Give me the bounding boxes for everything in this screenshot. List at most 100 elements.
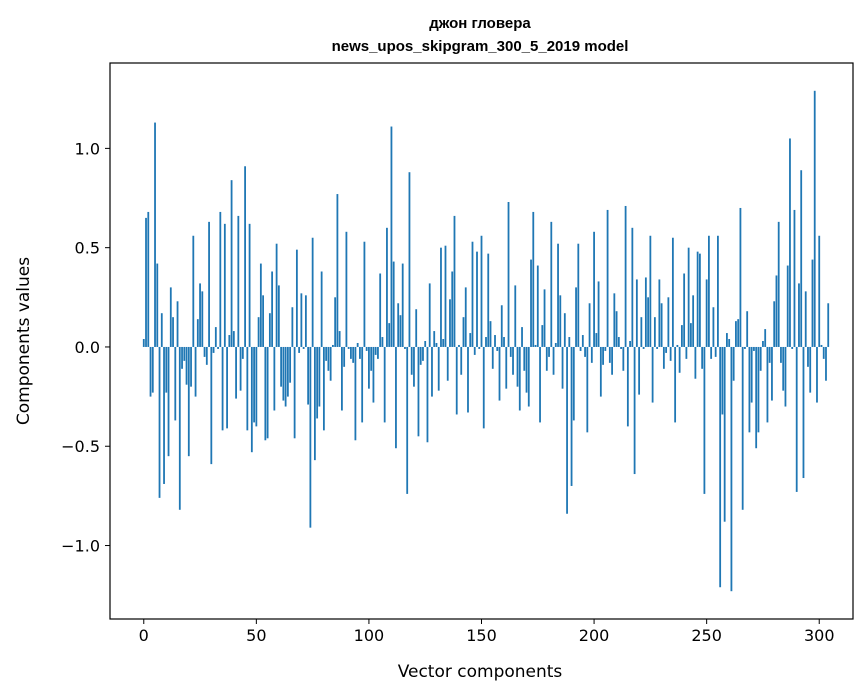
bar-226 — [651, 346, 654, 403]
bars-layer — [142, 90, 830, 592]
bar-223 — [644, 277, 647, 347]
bar-73 — [307, 346, 310, 405]
bar-160 — [503, 337, 505, 347]
bar-169 — [523, 346, 526, 371]
bar-240 — [683, 273, 686, 347]
bar-217 — [631, 227, 634, 347]
bar-34 — [219, 211, 222, 347]
bar-303 — [825, 346, 827, 381]
bar-202 — [597, 281, 600, 347]
bar-63 — [284, 346, 287, 407]
bar-146 — [471, 241, 474, 347]
bar-175 — [536, 265, 539, 347]
bar-27 — [203, 346, 206, 357]
bar-143 — [464, 287, 467, 347]
bar-283 — [780, 346, 782, 363]
bar-179 — [545, 346, 548, 371]
bar-42 — [237, 215, 240, 347]
x-tick-label: 250 — [691, 626, 722, 645]
bar-214 — [624, 205, 627, 347]
bar-176 — [539, 346, 541, 423]
bar-304 — [827, 303, 830, 347]
bar-13 — [172, 317, 174, 347]
bar-284 — [782, 346, 785, 391]
bar-210 — [615, 311, 618, 347]
bar-57 — [271, 271, 274, 347]
bar-153 — [487, 253, 490, 347]
bar-87 — [338, 331, 341, 347]
bar-2 — [147, 211, 150, 347]
bar-172 — [530, 259, 532, 347]
bar-161 — [505, 346, 508, 389]
bar-98 — [363, 241, 366, 347]
bar-65 — [289, 346, 292, 383]
bar-144 — [467, 346, 469, 413]
bar-213 — [622, 346, 625, 371]
x-axis-ticks: 0 50 100 150 200 250 300 — [139, 619, 835, 645]
bar-90 — [345, 231, 348, 347]
bar-232 — [665, 346, 668, 353]
bar-91 — [347, 346, 350, 349]
bar-249 — [703, 346, 706, 494]
bar-211 — [617, 337, 620, 347]
bar-265 — [739, 207, 742, 347]
bar-174 — [534, 344, 537, 347]
bar-147 — [473, 346, 476, 355]
bar-264 — [737, 319, 740, 347]
bar-215 — [626, 346, 629, 427]
bar-239 — [680, 325, 683, 347]
bar-120 — [413, 346, 415, 387]
bar-130 — [435, 342, 438, 347]
bar-77 — [316, 346, 319, 419]
bar-242 — [687, 247, 690, 347]
bar-297 — [811, 259, 814, 347]
bar-275 — [762, 341, 764, 347]
bar-233 — [667, 297, 670, 347]
bar-244 — [692, 295, 695, 347]
bar-101 — [370, 346, 373, 371]
bar-203 — [599, 346, 602, 397]
bar-19 — [185, 346, 188, 385]
bar-259 — [726, 333, 728, 347]
bar-194 — [579, 346, 582, 351]
bar-260 — [728, 339, 731, 347]
bar-258 — [723, 346, 726, 522]
bar-80 — [322, 346, 325, 431]
bar-4 — [151, 346, 154, 393]
bar-0 — [142, 339, 145, 347]
bar-252 — [710, 346, 713, 359]
bar-49 — [253, 346, 255, 423]
bar-269 — [748, 346, 751, 433]
bar-190 — [570, 346, 573, 486]
bar-44 — [241, 346, 244, 359]
bar-96 — [359, 346, 361, 359]
bar-46 — [246, 346, 249, 431]
bar-142 — [462, 317, 465, 347]
bar-171 — [527, 346, 530, 407]
bar-17 — [181, 346, 183, 369]
bar-56 — [268, 313, 271, 347]
bar-97 — [361, 346, 364, 423]
bar-37 — [226, 346, 228, 429]
x-tick-label: 150 — [466, 626, 497, 645]
bar-9 — [163, 346, 165, 484]
bar-119 — [410, 346, 413, 375]
bar-220 — [638, 346, 641, 395]
bar-151 — [482, 346, 485, 429]
bar-225 — [649, 235, 652, 347]
bar-64 — [286, 346, 289, 397]
bar-272 — [755, 346, 758, 449]
bar-54 — [264, 346, 267, 441]
bar-82 — [327, 346, 330, 371]
bar-227 — [653, 317, 656, 347]
bar-246 — [696, 251, 699, 347]
bar-93 — [352, 346, 355, 363]
bar-115 — [401, 263, 404, 347]
bar-92 — [350, 346, 352, 359]
bar-84 — [332, 344, 334, 347]
bar-206 — [606, 209, 609, 347]
bar-129 — [433, 331, 436, 347]
bar-192 — [575, 287, 577, 347]
bar-276 — [764, 329, 767, 347]
